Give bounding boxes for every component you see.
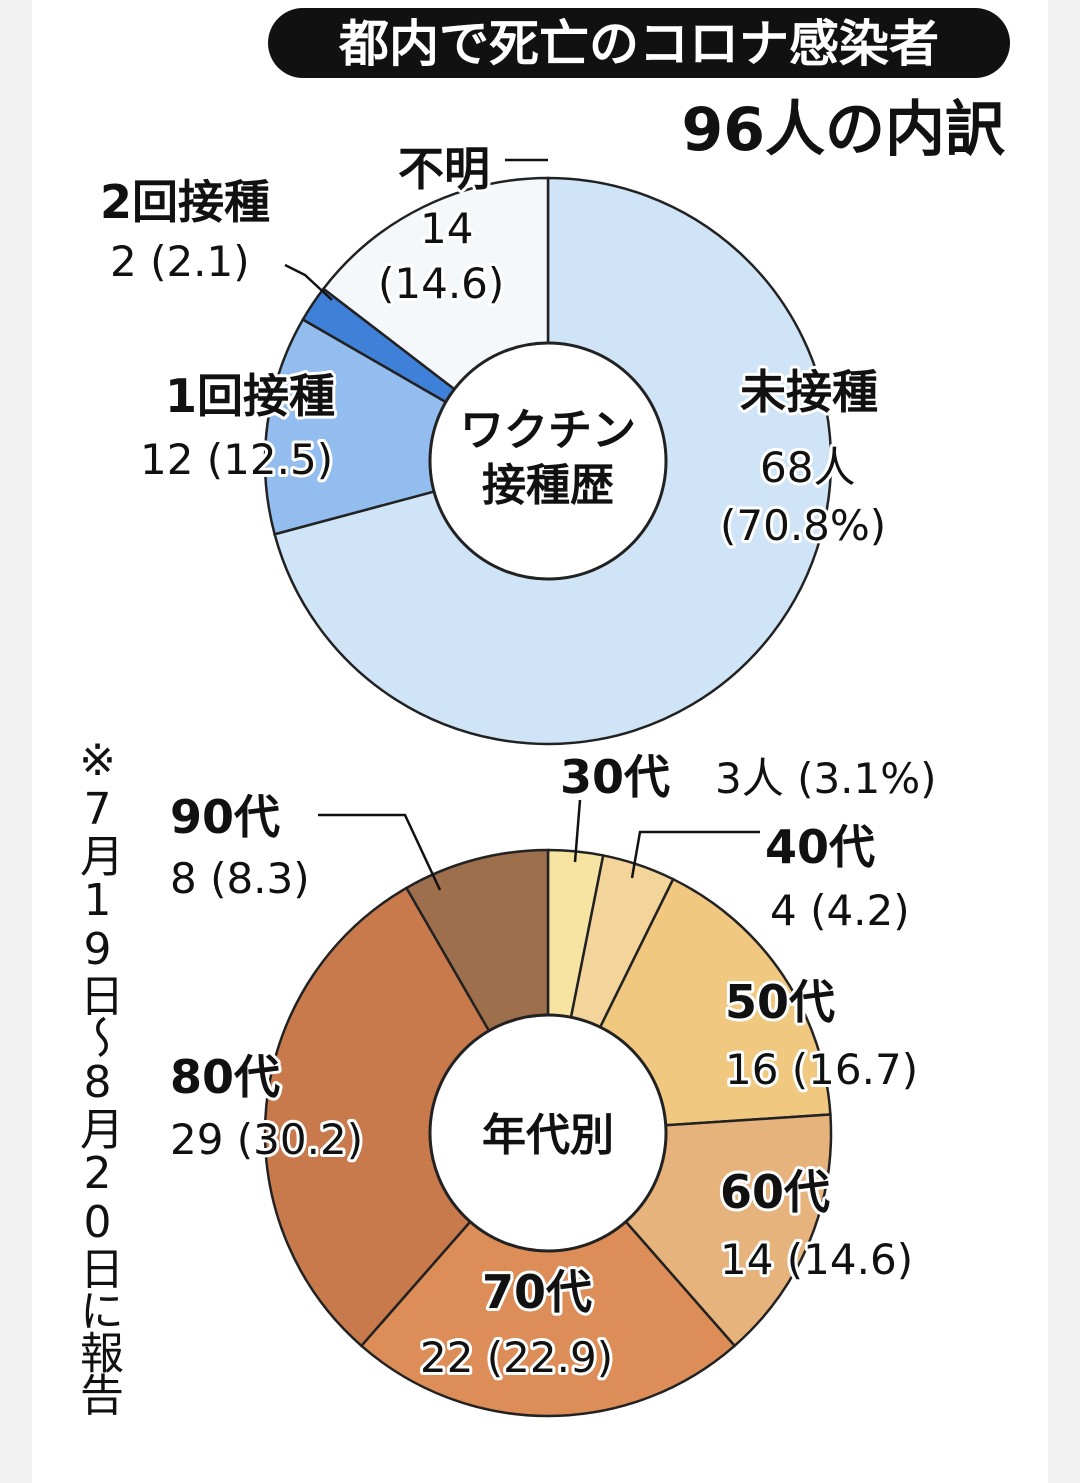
chart-title: 都内で死亡のコロナ感染者 [338,15,939,73]
label-unvaccinated: 未接種 [740,365,878,419]
label-90s: 90代 [170,790,280,844]
leader-lines [284,158,760,891]
leader-40s [630,830,760,879]
percent-unknown: (14.6) [378,259,504,308]
value-70s: 22 (22.9) [420,1333,613,1382]
label-60s: 60代 [720,1165,830,1219]
value-unknown: 14 [420,204,473,253]
value-40s: 4 (4.2) [770,886,910,935]
label-70s: 70代 [482,1265,592,1319]
value-30s: 3人 (3.1%) [715,754,937,803]
vaccine-center-label-2: 接種歴 [482,460,614,511]
value-50s: 16 (16.7) [725,1045,918,1094]
value-2dose: 2 (2.1) [110,237,250,286]
label-50s: 50代 [725,975,835,1029]
donut-hole [428,341,668,581]
label-40s: 40代 [765,820,875,874]
value-unvaccinated: 68人 [760,443,855,492]
title-banner [268,8,1010,78]
percent-unvaccinated: (70.8%) [720,501,886,550]
chart-subtitle: 96人の内訳 [682,95,1006,165]
leader-90s [318,813,442,891]
label-unknown: 不明 [398,142,490,196]
label-80s: 80代 [170,1050,280,1104]
vaccine-center-label-1: ワクチン [460,405,636,456]
donut-hole [428,1013,668,1253]
date-note: ※7月19日〜8月20日に報告 [72,735,123,1414]
value-1dose: 12 (12.5) [140,435,333,484]
vaccine-donut [263,176,833,746]
value-80s: 29 (30.2) [170,1115,363,1164]
label-1dose: 1回接種 [165,369,335,423]
age-donut [263,848,833,1418]
value-90s: 8 (8.3) [170,854,310,903]
age-center-label: 年代別 [482,1110,614,1161]
label-2dose: 2回接種 [100,175,270,229]
leader-2dose [284,263,333,301]
label-30s: 30代 [560,750,670,804]
value-60s: 14 (14.6) [720,1235,913,1284]
leader-30s [573,799,582,863]
